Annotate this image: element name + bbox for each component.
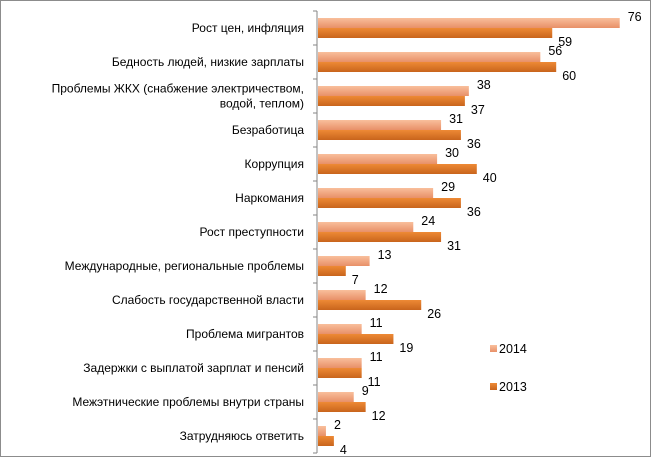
data-label-2014: 13 [378,248,392,262]
data-label-2013: 12 [372,409,386,423]
bar-2013 [318,198,461,208]
category-label: Затрудняюсь ответить [180,429,304,443]
data-label-2013: 60 [562,69,576,83]
bar-2013 [318,436,334,446]
data-label-2014: 76 [628,10,642,24]
legend-label: 2013 [499,380,527,394]
data-label-2013: 36 [467,205,481,219]
bar-2014 [318,426,326,436]
category-label: Безработица [232,123,304,137]
category-label: Задержки с выплатой зарплат и пенсий [83,361,304,375]
category-label: Бедность людей, низкие зарплаты [112,55,304,69]
category-label: Слабость государственной власти [112,293,304,307]
bar-2014 [318,52,541,62]
bar-2014 [318,86,469,96]
bar-2013 [318,28,553,38]
bar-2013 [318,62,557,72]
bar-2013 [318,96,465,106]
data-label-2013: 26 [427,307,441,321]
bar-2013 [318,232,442,242]
bar-2014 [318,256,370,266]
bar-2013 [318,334,394,344]
category-label: Межэтнические проблемы внутри страны [72,395,304,409]
legend-swatch-2013 [490,383,497,390]
data-label-2013: 11 [368,375,381,389]
bar-2014 [318,18,620,28]
bar-2014 [318,154,438,164]
data-label-2014: 24 [421,214,435,228]
bar-2013 [318,130,461,140]
data-label-2013: 7 [352,273,359,287]
category-label: Коррупция [245,157,304,171]
bar-2014 [318,120,442,130]
category-label: Международные, региональные проблемы [65,259,304,273]
bar-2014 [318,222,414,232]
data-label-2014: 12 [374,282,388,296]
bar-2014 [318,358,362,368]
category-label: Проблемы ЖКХ (снабжение электричеством, [52,82,304,96]
bar-2013 [318,266,346,276]
data-label-2013: 4 [340,443,347,456]
category-label: Рост цен, инфляция [192,21,304,35]
bar-2013 [318,300,422,310]
data-label-2014: 38 [477,78,491,92]
data-label-2013: 36 [467,137,481,151]
data-label-2013: 59 [558,35,572,49]
data-label-2013: 31 [447,239,461,253]
data-label-2014: 31 [449,112,463,126]
legend-label: 2014 [499,342,527,356]
bar-2014 [318,392,354,402]
data-label-2014: 2 [334,418,341,432]
data-label-2014: 9 [362,384,369,398]
bar-2014 [318,188,434,198]
data-label-2014: 30 [445,146,459,160]
data-label-2014: 11 [370,350,383,364]
data-label-2013: 19 [399,341,413,355]
data-label-2013: 37 [471,103,485,117]
data-label-2013: 40 [483,171,497,185]
bar-2014 [318,290,366,300]
bar-2014 [318,324,362,334]
category-label: Рост преступности [200,225,304,239]
bar-2013 [318,164,477,174]
legend-swatch-2014 [490,345,497,352]
data-label-2014: 29 [441,180,455,194]
data-label-2014: 11 [370,316,383,330]
data-label-2014: 56 [548,44,562,58]
category-label: водой, теплом) [220,97,304,111]
bar-2013 [318,368,362,378]
bar-2013 [318,402,366,412]
category-label: Проблема мигрантов [186,327,304,341]
category-label: Наркомания [235,191,304,205]
